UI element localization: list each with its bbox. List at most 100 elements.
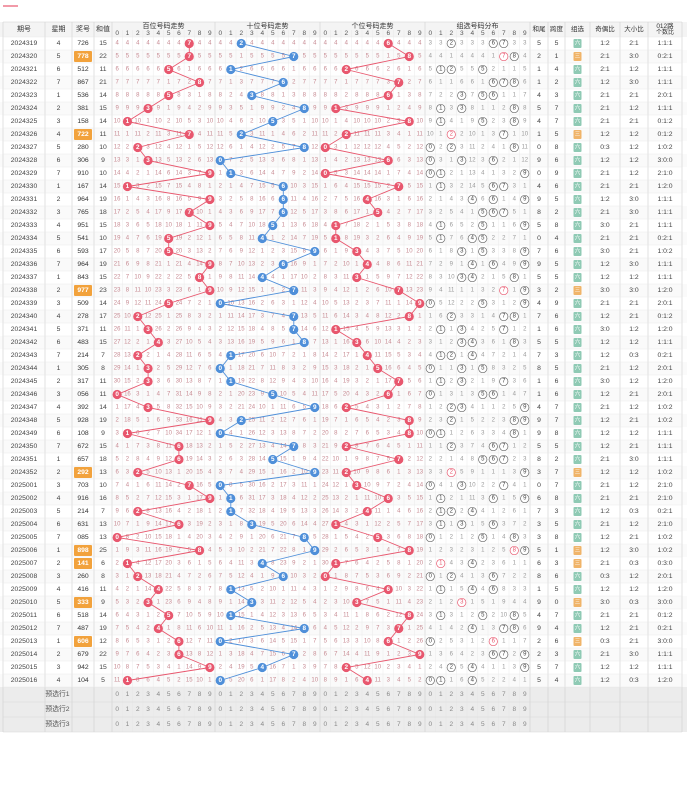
group-omission: 7 [502, 574, 506, 580]
omission-t: 2 [229, 639, 233, 645]
group-ball-digit: 1 [439, 613, 443, 619]
group-omission: 3 [429, 41, 433, 47]
omission-t: 27 [248, 444, 255, 450]
omission-h: 21 [114, 262, 121, 268]
row-parity: 0:3 [600, 144, 610, 151]
group-omission: 2 [429, 600, 433, 606]
omission-u: 19 [343, 379, 350, 385]
group-omission: 6 [492, 340, 496, 346]
omission-h: 24 [155, 301, 162, 307]
trend-ball-digit: 6 [281, 573, 285, 580]
omission-h: 12 [196, 236, 203, 242]
group-ball [436, 376, 446, 387]
omission-u: 3 [387, 132, 391, 138]
omission-t: 11 [217, 626, 224, 632]
omission-h: 2 [188, 236, 192, 242]
omission-h: 11 [114, 132, 121, 138]
row-sum: 14 [99, 92, 107, 99]
omission-t: 7 [303, 431, 307, 437]
omission-h: 9 [208, 405, 212, 411]
trend-ball-t [278, 194, 288, 205]
group-ball [520, 194, 530, 205]
group-omission: 6 [471, 431, 475, 437]
trend-ball-digit: 1 [334, 105, 338, 112]
omission-t: 5 [219, 548, 223, 554]
omission-h: 3 [177, 496, 181, 502]
row-parity: 1:2 [600, 625, 610, 632]
omission-u: 13 [332, 496, 339, 502]
omission-t: 14 [259, 171, 266, 177]
omission-t: 10 [238, 548, 245, 554]
omission-t: 10 [290, 184, 297, 190]
trend-ball-u [320, 142, 330, 153]
row-size: 2:1 [629, 313, 639, 320]
omission-h: 11 [145, 301, 152, 307]
trend-ball-t [268, 389, 278, 400]
group-omission: 4 [492, 145, 496, 151]
group-omission: 3 [450, 548, 454, 554]
omission-h: 9 [146, 275, 150, 281]
header-digit-h-4: 4 [157, 30, 161, 37]
omission-h: 13 [155, 158, 162, 164]
omission-h: 1 [126, 132, 130, 138]
omission-h: 15 [186, 678, 193, 684]
omission-u: 5 [397, 353, 401, 359]
trend-ball-digit: 6 [177, 651, 181, 658]
group-ball-digit: 7 [502, 457, 506, 463]
omission-t: 7 [240, 509, 244, 515]
group-ball-digit: 1 [439, 522, 443, 528]
header-digit-g-3: 3 [460, 30, 464, 37]
group-omission: 1 [481, 106, 485, 112]
trend-ball-u [341, 441, 351, 452]
group-omission: 4 [481, 444, 485, 450]
row-period: 2025011 [11, 612, 37, 619]
omission-t: 1 [261, 678, 265, 684]
header-digit-g-0: 0 [428, 30, 432, 37]
row-tail: 9 [537, 625, 541, 632]
row-period: 2025004 [11, 521, 38, 528]
trend-ball-t [289, 324, 299, 335]
omission-t: 2 [282, 600, 286, 606]
trend-ball-digit: 1 [126, 118, 130, 125]
omission-t: 7 [219, 249, 223, 255]
group-omission: 6 [429, 80, 433, 86]
row-size: 2:1 [629, 495, 639, 502]
trend-ball-digit: 2 [344, 443, 348, 450]
forecast-digit: 5 [167, 706, 171, 713]
trend-ball-h [143, 376, 153, 387]
omission-h: 3 [126, 158, 130, 164]
omission-u: 16 [353, 197, 360, 203]
group-omission: 2 [439, 639, 443, 645]
group-ball-digit: 8 [513, 275, 517, 281]
omission-u: 1 [334, 535, 338, 541]
row-route: 2:0:1 [657, 365, 672, 372]
trend-ball-h [164, 610, 174, 621]
omission-t: 12 [217, 145, 224, 151]
omission-h: 6 [208, 574, 212, 580]
group-ball [478, 246, 488, 257]
group-omission: 3 [481, 431, 485, 437]
omission-t: 15 [248, 288, 255, 294]
omission-u: 17 [416, 210, 423, 216]
row-period: 2024351 [11, 456, 38, 463]
row-route: 1:1:1 [657, 430, 672, 437]
omission-u: 11 [322, 314, 329, 320]
omission-h: 5 [177, 587, 181, 593]
trend-ball-digit: 6 [281, 183, 285, 190]
group-omission: 1 [523, 314, 527, 320]
group-omission: 4 [481, 353, 485, 359]
omission-u: 17 [322, 392, 329, 398]
omission-t: 17 [238, 639, 245, 645]
row-span: 3 [555, 92, 559, 99]
trend-ball-h [133, 311, 143, 322]
group-ball [478, 532, 488, 543]
omission-u: 2 [387, 522, 391, 528]
omission-u: 4 [397, 132, 401, 138]
trend-ball-t [268, 116, 278, 127]
omission-u: 5 [408, 184, 412, 190]
omission-h: 17 [165, 522, 172, 528]
omission-t: 6 [240, 496, 244, 502]
omission-h: 10 [114, 119, 121, 125]
omission-h: 6 [208, 366, 212, 372]
trend-ball-digit: 1 [229, 170, 233, 177]
